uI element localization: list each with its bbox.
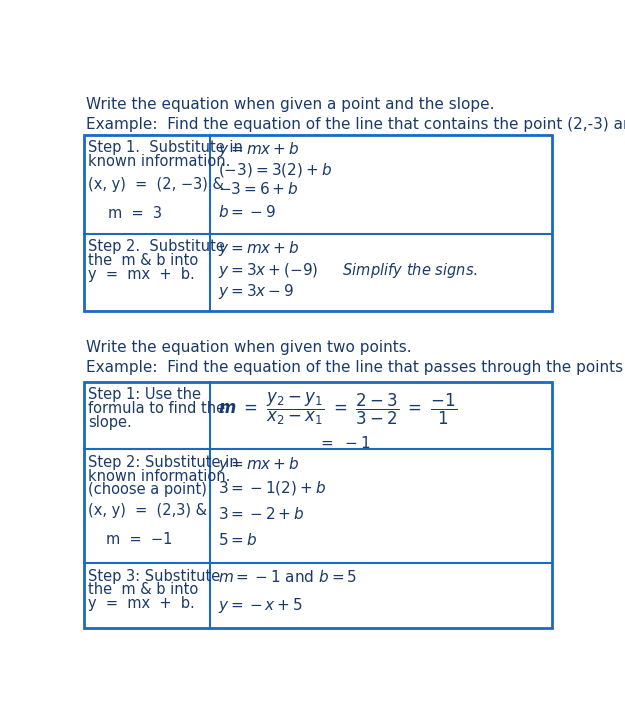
- Text: formula to find the: formula to find the: [88, 400, 226, 416]
- Text: m  =  3: m = 3: [107, 206, 162, 221]
- Text: (x, y)  =  (2,3) &: (x, y) = (2,3) &: [88, 503, 208, 518]
- Text: $-3 = 6 + b$: $-3 = 6 + b$: [217, 181, 298, 197]
- Text: $b = -9$: $b = -9$: [217, 204, 276, 220]
- Text: Example:  Find the equation of the line that passes through the points (2, 3) an: Example: Find the equation of the line t…: [86, 360, 625, 375]
- Text: Step 2.  Substitute: Step 2. Substitute: [88, 239, 225, 254]
- Text: $y  =  3x - 9$: $y = 3x - 9$: [217, 282, 294, 301]
- Text: $3  =  -2  +  b$: $3 = -2 + b$: [217, 506, 304, 522]
- Text: the  m & b into: the m & b into: [88, 582, 199, 598]
- Text: $(-3) = 3(2) + b$: $(-3) = 3(2) + b$: [217, 160, 332, 178]
- Text: Write the equation when given a point and the slope.: Write the equation when given a point an…: [86, 97, 494, 111]
- Text: Step 3: Substitute: Step 3: Substitute: [88, 569, 221, 584]
- FancyBboxPatch shape: [84, 381, 552, 628]
- Text: $=\ -1$: $=\ -1$: [318, 435, 371, 451]
- Text: $y  =  3x + (-9)$: $y = 3x + (-9)$: [217, 261, 318, 280]
- Text: Write the equation when given two points.: Write the equation when given two points…: [86, 340, 411, 355]
- Text: (choose a point): (choose a point): [88, 483, 207, 497]
- Text: Step 1.  Substitute in: Step 1. Substitute in: [88, 141, 243, 156]
- Text: Example:  Find the equation of the line that contains the point (2,-3) and has a: Example: Find the equation of the line t…: [86, 116, 625, 132]
- Text: $3  =  -1(2)  +  b$: $3 = -1(2) + b$: [217, 478, 326, 496]
- Text: known information.: known information.: [88, 154, 231, 170]
- Text: m  =  −1: m = −1: [106, 532, 172, 547]
- Text: $\mathit{Simplify\ the\ signs.}$: $\mathit{Simplify\ the\ signs.}$: [338, 261, 478, 280]
- Text: (x, y)  =  (2, −3) &: (x, y) = (2, −3) &: [88, 178, 224, 192]
- FancyBboxPatch shape: [84, 135, 552, 311]
- Text: slope.: slope.: [88, 415, 132, 430]
- Text: y  =  mx  +  b.: y = mx + b.: [88, 596, 195, 612]
- Text: Step 1: Use the: Step 1: Use the: [88, 387, 201, 402]
- Text: the  m & b into: the m & b into: [88, 253, 199, 268]
- Text: Step 2: Substitute in: Step 2: Substitute in: [88, 455, 239, 470]
- Text: y  =  mx  +  b.: y = mx + b.: [88, 266, 195, 282]
- Text: $5  =  b$: $5 = b$: [217, 532, 257, 548]
- Text: $y  =  mx  +  b$: $y = mx + b$: [217, 239, 299, 258]
- Text: $y  =  mx  +  b$: $y = mx + b$: [217, 455, 299, 474]
- Text: $\boldsymbol{m}\ =\ \dfrac{y_2-y_1}{x_2-x_1}\ =\ \dfrac{2-3}{3-2}\ =\ \dfrac{-1}: $\boldsymbol{m}\ =\ \dfrac{y_2-y_1}{x_2-…: [217, 391, 457, 427]
- Text: known information.: known information.: [88, 469, 231, 483]
- Text: $m  =  -1$ and $b  =  5$: $m = -1$ and $b = 5$: [217, 569, 357, 585]
- Text: $y  =  -x  +  5$: $y = -x + 5$: [217, 596, 302, 615]
- Text: $y = mx + b$: $y = mx + b$: [217, 141, 299, 159]
